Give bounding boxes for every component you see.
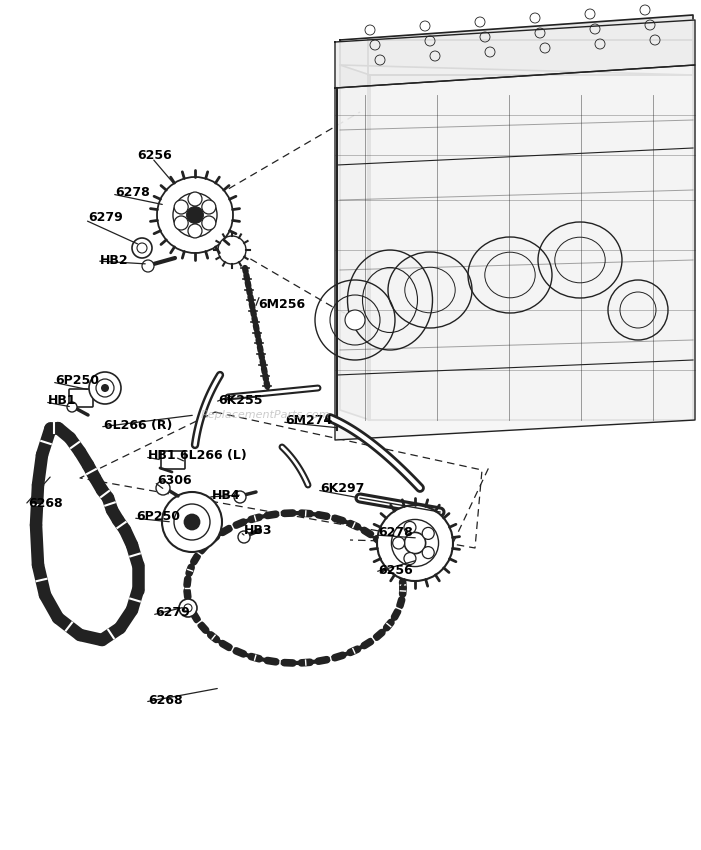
Circle shape bbox=[142, 260, 154, 272]
Circle shape bbox=[218, 236, 246, 264]
Circle shape bbox=[188, 192, 202, 206]
Text: HB2: HB2 bbox=[100, 253, 128, 267]
Text: HB1: HB1 bbox=[48, 394, 76, 406]
Text: 6278: 6278 bbox=[378, 526, 413, 540]
Text: 6P250: 6P250 bbox=[136, 509, 180, 523]
Polygon shape bbox=[368, 75, 693, 420]
Circle shape bbox=[186, 207, 203, 224]
Circle shape bbox=[202, 216, 216, 230]
FancyBboxPatch shape bbox=[161, 451, 185, 469]
Circle shape bbox=[404, 552, 416, 564]
Circle shape bbox=[67, 402, 77, 412]
Text: 6K255: 6K255 bbox=[218, 394, 262, 406]
Circle shape bbox=[96, 379, 114, 397]
Text: 6279: 6279 bbox=[155, 605, 190, 619]
Circle shape bbox=[174, 216, 188, 230]
Circle shape bbox=[391, 519, 439, 567]
Polygon shape bbox=[335, 20, 695, 88]
Text: 6256: 6256 bbox=[137, 149, 172, 162]
Text: 6L266 (L): 6L266 (L) bbox=[180, 449, 247, 462]
Text: 6279: 6279 bbox=[88, 211, 123, 224]
Circle shape bbox=[101, 384, 109, 392]
Text: 6L266 (R): 6L266 (R) bbox=[104, 418, 172, 432]
Circle shape bbox=[89, 372, 121, 404]
Text: 6K297: 6K297 bbox=[320, 481, 365, 495]
Circle shape bbox=[179, 599, 197, 617]
FancyBboxPatch shape bbox=[69, 389, 93, 407]
Circle shape bbox=[156, 481, 170, 495]
Circle shape bbox=[377, 505, 453, 581]
Text: HB4: HB4 bbox=[212, 489, 240, 501]
Text: 6278: 6278 bbox=[115, 185, 150, 199]
Text: HB3: HB3 bbox=[244, 524, 273, 536]
Polygon shape bbox=[368, 40, 693, 75]
Polygon shape bbox=[340, 65, 370, 420]
Text: 6268: 6268 bbox=[148, 694, 183, 706]
Text: 6268: 6268 bbox=[28, 496, 62, 509]
Circle shape bbox=[137, 243, 147, 253]
Circle shape bbox=[234, 491, 246, 503]
Circle shape bbox=[188, 224, 202, 238]
Circle shape bbox=[393, 537, 404, 549]
Circle shape bbox=[202, 200, 216, 214]
Text: ReplacementParts.com: ReplacementParts.com bbox=[200, 410, 329, 420]
Circle shape bbox=[174, 200, 188, 214]
Text: 6256: 6256 bbox=[378, 564, 413, 576]
Circle shape bbox=[404, 521, 416, 534]
Circle shape bbox=[422, 527, 434, 540]
Circle shape bbox=[184, 604, 192, 612]
Text: 6306: 6306 bbox=[157, 473, 191, 486]
Text: 6P250: 6P250 bbox=[55, 373, 99, 387]
Polygon shape bbox=[335, 65, 695, 440]
Circle shape bbox=[157, 177, 233, 253]
Text: 6M256: 6M256 bbox=[258, 298, 305, 311]
Circle shape bbox=[404, 532, 426, 553]
Polygon shape bbox=[340, 15, 693, 75]
Circle shape bbox=[238, 531, 250, 543]
Text: 6M274: 6M274 bbox=[285, 413, 332, 427]
Text: HB1: HB1 bbox=[148, 449, 177, 462]
Circle shape bbox=[422, 547, 434, 558]
Circle shape bbox=[132, 238, 152, 258]
Circle shape bbox=[345, 310, 365, 330]
Circle shape bbox=[184, 513, 200, 530]
Circle shape bbox=[162, 492, 222, 552]
Circle shape bbox=[173, 193, 217, 237]
Circle shape bbox=[174, 504, 210, 540]
